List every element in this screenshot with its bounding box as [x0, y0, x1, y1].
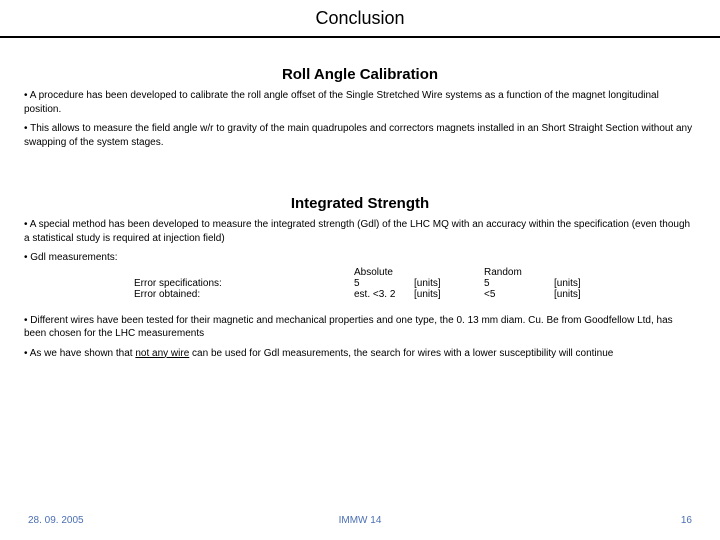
spacer — [134, 267, 354, 278]
abs-v2: est. <3. 2 — [354, 289, 414, 300]
footer: 28. 09. 2005 IMMW 14 16 — [0, 515, 720, 526]
rnd-header: Random — [484, 267, 554, 278]
row-spec-label: Error specifications: — [134, 278, 354, 289]
bullet-b4: • As we have shown that not any wire can… — [24, 347, 696, 361]
error-table: Error specifications: Error obtained: Ab… — [134, 267, 696, 300]
col-labels: Error specifications: Error obtained: — [134, 267, 354, 300]
spacer — [554, 267, 614, 278]
col-units-a: [units] [units] — [414, 267, 484, 300]
bullet-b3: • Different wires have been tested for t… — [24, 314, 696, 341]
b4-post: can be used for Gdl measurements, the se… — [189, 348, 613, 359]
title-bar: Conclusion — [0, 0, 720, 38]
bullet-a1: • A procedure has been developed to cali… — [24, 89, 696, 116]
rnd-v2: <5 — [484, 289, 554, 300]
bullet-a2: • This allows to measure the field angle… — [24, 122, 696, 149]
b4-underline: not any wire — [135, 348, 189, 359]
units-a2: [units] — [414, 289, 484, 300]
footer-page: 16 — [681, 515, 692, 526]
footer-date: 28. 09. 2005 — [28, 515, 84, 526]
section-a-heading: Roll Angle Calibration — [24, 66, 696, 83]
units-a1: [units] — [414, 278, 484, 289]
abs-header: Absolute — [354, 267, 414, 278]
col-random: Random 5 <5 — [484, 267, 554, 300]
spacer — [414, 267, 484, 278]
page-title: Conclusion — [315, 8, 404, 29]
col-absolute: Absolute 5 est. <3. 2 — [354, 267, 414, 300]
col-units-b: [units] [units] — [554, 267, 614, 300]
units-b2: [units] — [554, 289, 614, 300]
footer-venue: IMMW 14 — [339, 515, 382, 526]
content-area: Roll Angle Calibration • A procedure has… — [0, 66, 720, 360]
abs-v1: 5 — [354, 278, 414, 289]
units-b1: [units] — [554, 278, 614, 289]
b4-pre: • As we have shown that — [24, 348, 135, 359]
section-b-heading: Integrated Strength — [24, 195, 696, 212]
bullet-b1: • A special method has been developed to… — [24, 218, 696, 245]
rnd-v1: 5 — [484, 278, 554, 289]
bullet-b2: • Gdl measurements: — [24, 251, 696, 265]
row-obt-label: Error obtained: — [134, 289, 354, 300]
